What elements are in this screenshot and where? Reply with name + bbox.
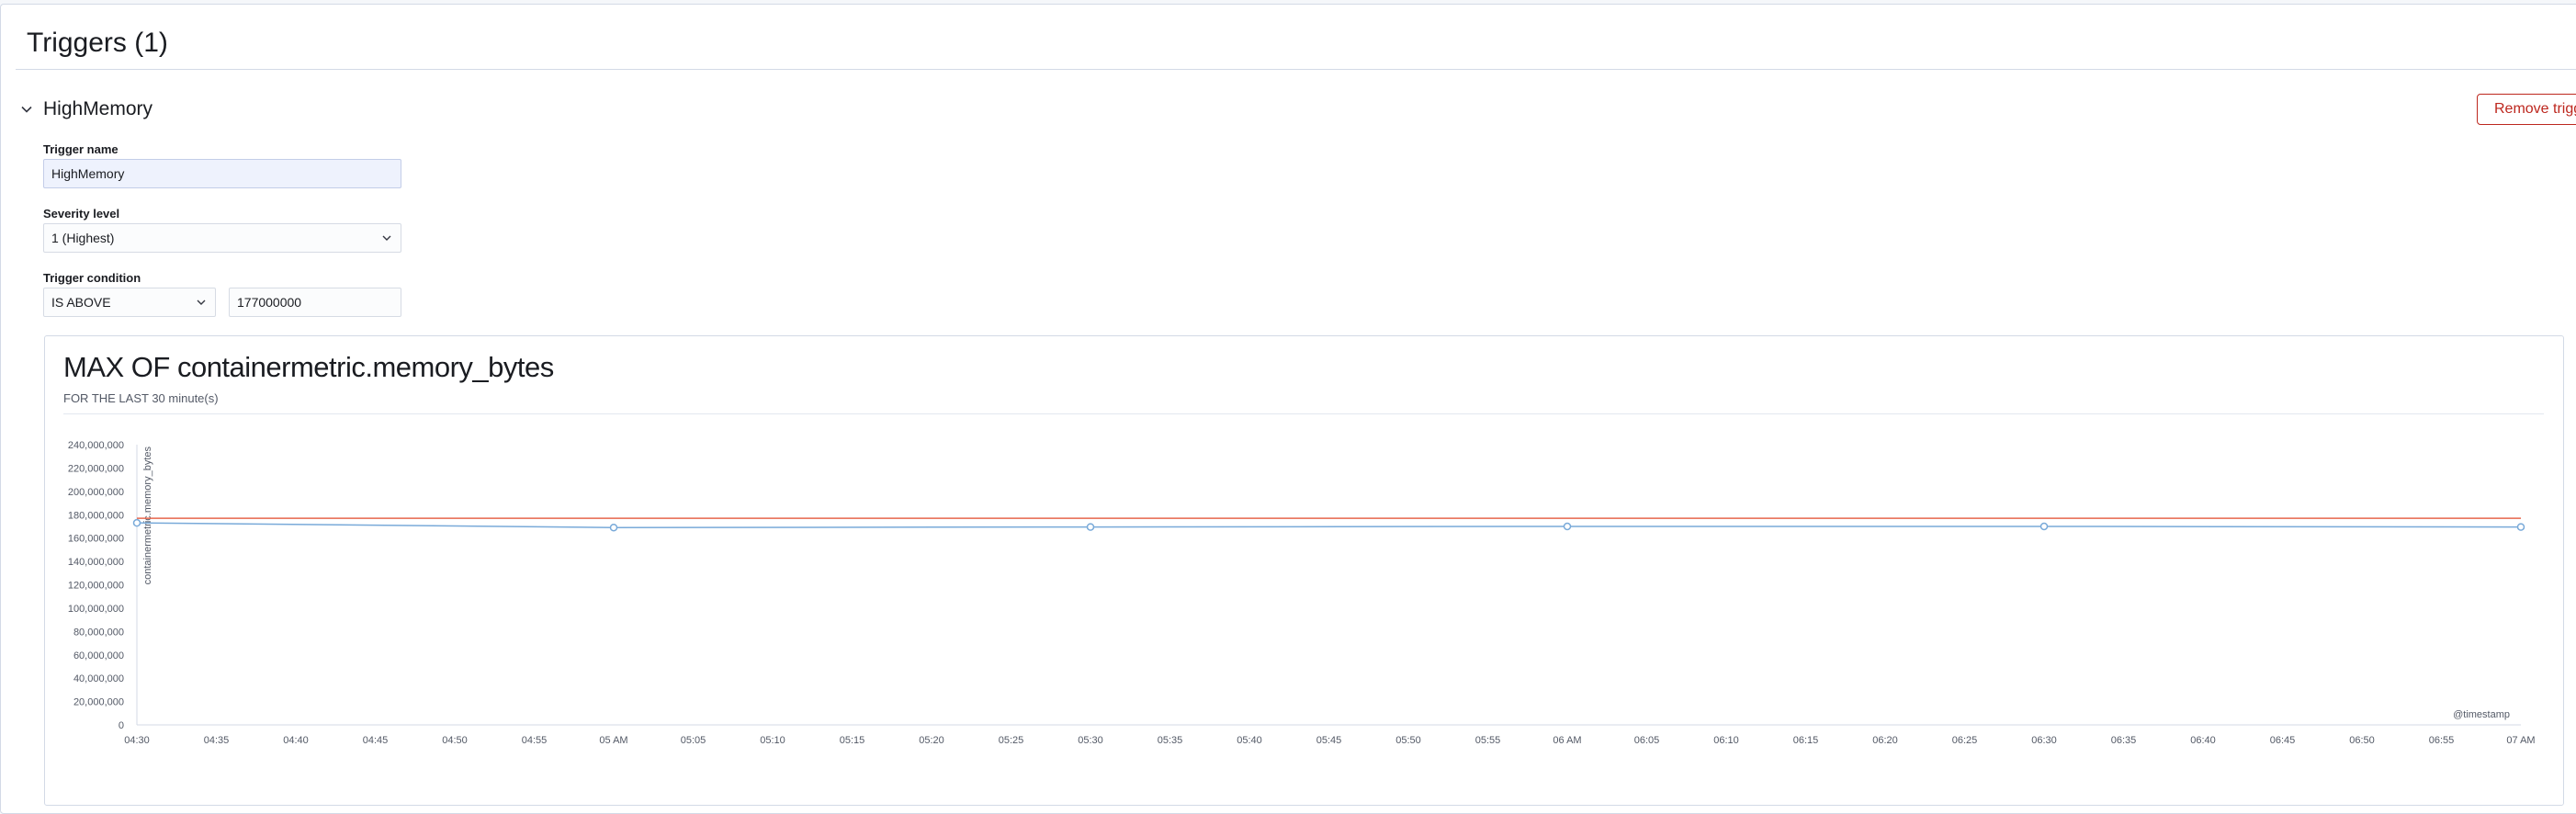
y-tick-label: 40,000,000 (73, 673, 124, 684)
y-tick-label: 240,000,000 (68, 440, 124, 451)
x-tick-label: 05:30 (1078, 735, 1103, 746)
page-title: Triggers (1) (27, 28, 168, 58)
x-tick-label: 04:40 (283, 735, 309, 746)
condition-value-input[interactable]: 177000000 (229, 288, 401, 317)
data-point (1563, 522, 1572, 531)
remove-trigger-button[interactable]: Remove trigger (2477, 94, 2576, 125)
x-tick-label: 05:45 (1316, 735, 1342, 746)
x-tick-label: 05:05 (681, 735, 706, 746)
data-point (132, 518, 141, 527)
data-point (2516, 523, 2525, 531)
severity-label: Severity level (43, 207, 120, 220)
x-tick-label: 06:50 (2349, 735, 2375, 746)
x-tick-label: 06:35 (2111, 735, 2137, 746)
trigger-name-label: Trigger name (43, 142, 119, 156)
memory-line-chart: 0 20,000,000 40,000,000 60,000,000 80,000,00… (68, 440, 2536, 746)
x-tick-label: 06:05 (1634, 735, 1660, 746)
severity-value: 1 (Highest) (51, 231, 115, 245)
y-tick-label: 160,000,000 (68, 534, 124, 545)
chart-subtitle: FOR THE LAST 30 minute(s) (63, 391, 219, 405)
x-tick-label: 05:10 (760, 735, 785, 746)
y-tick-label: 100,000,000 (68, 604, 124, 615)
trigger-name-value: HighMemory (51, 166, 125, 181)
chart-title: MAX OF containermetric.memory_bytes (63, 351, 554, 383)
x-tick-label: 06:15 (1793, 735, 1819, 746)
data-point (609, 523, 618, 532)
title-divider (16, 69, 2576, 70)
trigger-name-input[interactable]: HighMemory (43, 159, 401, 188)
y-axis-title: containermetric.memory_bytes (142, 447, 153, 585)
trigger-accordion-toggle[interactable]: HighMemory (17, 95, 153, 124)
x-tick-label: 04:55 (522, 735, 548, 746)
severity-select[interactable]: 1 (Highest) (43, 223, 401, 253)
x-axis-title: @timestamp (2453, 709, 2510, 720)
x-tick-label: 04:45 (363, 735, 389, 746)
x-tick-label: 06:45 (2270, 735, 2296, 746)
x-tick-label: 07 AM (2506, 735, 2535, 746)
y-tick-label: 220,000,000 (68, 463, 124, 474)
y-tick-label: 20,000,000 (73, 697, 124, 708)
condition-value: 177000000 (237, 295, 302, 310)
x-tick-label: 05:55 (1475, 735, 1501, 746)
triggers-panel: Triggers (1) HighMemory Remove trigger T… (0, 4, 2576, 814)
x-tick-label: 06 AM (1553, 735, 1581, 746)
chart-divider (63, 413, 2544, 414)
chevron-down-icon (197, 300, 206, 305)
x-tick-label: 05 AM (599, 735, 627, 746)
x-tick-label: 05:40 (1237, 735, 1262, 746)
x-tick-label: 04:30 (124, 735, 150, 746)
x-tick-label: 05:35 (1158, 735, 1183, 746)
condition-operator-select[interactable]: IS ABOVE (43, 288, 216, 317)
x-tick-label: 05:15 (840, 735, 865, 746)
y-tick-label: 80,000,000 (73, 627, 124, 638)
x-tick-label: 06:25 (1952, 735, 1978, 746)
trigger-title: HighMemory (43, 98, 153, 119)
x-tick-label: 05:25 (999, 735, 1024, 746)
x-tick-label: 06:10 (1713, 735, 1739, 746)
x-tick-label: 06:55 (2429, 735, 2455, 746)
series-line (136, 522, 2522, 528)
x-tick-label: 04:50 (442, 735, 468, 746)
x-tick-label: 06:30 (2031, 735, 2057, 746)
chevron-down-icon (382, 235, 391, 241)
x-tick-label: 04:35 (204, 735, 230, 746)
y-tick-label: 140,000,000 (68, 557, 124, 568)
data-point (2039, 522, 2049, 531)
x-tick-label: 05:20 (919, 735, 944, 746)
y-tick-label: 0 (119, 720, 124, 731)
y-tick-label: 60,000,000 (73, 650, 124, 661)
x-tick-label: 06:40 (2190, 735, 2216, 746)
y-tick-label: 180,000,000 (68, 510, 124, 521)
y-tick-label: 120,000,000 (68, 581, 124, 592)
x-tick-label: 05:50 (1395, 735, 1421, 746)
chevron-down-icon (21, 106, 32, 113)
data-point (1086, 523, 1095, 531)
condition-operator-value: IS ABOVE (51, 295, 111, 310)
y-tick-label: 200,000,000 (68, 487, 124, 498)
chart-card: MAX OF containermetric.memory_bytes FOR … (44, 335, 2564, 806)
trigger-condition-label: Trigger condition (43, 271, 141, 285)
x-tick-label: 06:20 (1872, 735, 1898, 746)
